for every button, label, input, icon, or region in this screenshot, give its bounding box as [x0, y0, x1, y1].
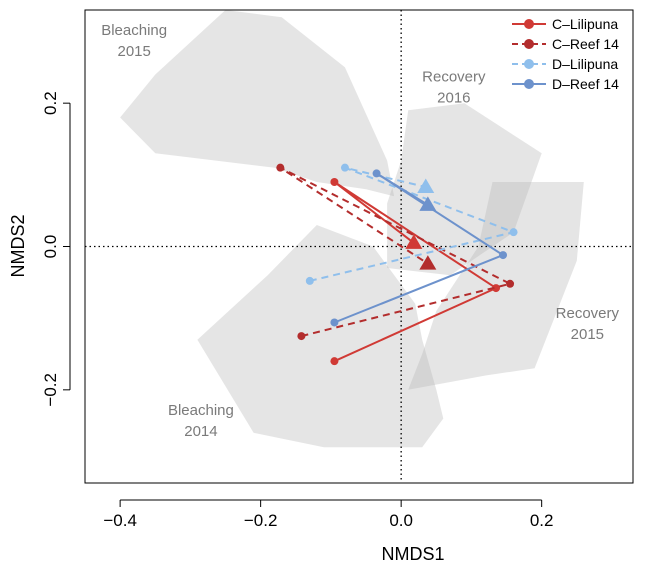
- series-point-c-lilipuna-0: [330, 357, 339, 366]
- y-tick-label-1: 0.0: [41, 235, 60, 259]
- regions-layer: Bleaching 2015 Recovery 2016 Recovery 2015 Ble…: [101, 10, 620, 448]
- x-axis: −0.4 −0.2 0.0 0.2: [103, 499, 554, 530]
- reference-lines: [85, 10, 633, 483]
- series-point-c-reef-14-0: [297, 332, 306, 341]
- series-point-c-lilipuna-2: [330, 178, 339, 186]
- series-point-d-lilipuna-2: [340, 163, 349, 172]
- series-point-d-reef-14-1: [499, 251, 508, 260]
- region-label-0-line-0: Bleaching: [101, 22, 167, 39]
- region-hull-1: [387, 103, 542, 276]
- legend-label-d-reef-14: D–Reef 14: [552, 76, 619, 92]
- region-label-3-line-0: Bleaching: [168, 402, 234, 419]
- legend-marker-d-lilipuna: [524, 59, 534, 69]
- region-label-2-line-1: 2015: [571, 326, 604, 343]
- y-axis: −0.2 0.0 0.2: [41, 91, 71, 407]
- legend-marker-c-lilipuna: [524, 19, 534, 29]
- y-tick-label-2: 0.2: [41, 91, 60, 115]
- series-point-d-reef-14-2: [372, 169, 381, 178]
- region-hull-0: [120, 10, 395, 197]
- series-point-d-lilipuna-1: [509, 228, 518, 237]
- series-point-c-lilipuna-1: [492, 284, 500, 293]
- y-tick-label-0: −0.2: [41, 373, 60, 407]
- region-label-2-line-0: Recovery: [556, 305, 620, 322]
- series-point-c-reef-14-1: [506, 279, 515, 288]
- x-tick-label-2: 0.0: [389, 511, 413, 530]
- x-axis-title: NMDS1: [381, 544, 444, 564]
- x-tick-label-3: 0.2: [530, 511, 554, 530]
- plot-frame: [84, 9, 634, 484]
- series-endpoint-c-lilipuna: [405, 234, 423, 249]
- series-line-d-reef-14: [334, 172, 504, 324]
- region-hull-3: [197, 225, 444, 448]
- region-label-1-line-0: Recovery: [422, 69, 486, 86]
- legend-marker-c-reef-14: [524, 39, 534, 49]
- legend-marker-d-reef-14: [524, 79, 534, 89]
- region-label-1-line-1: 2016: [437, 90, 470, 107]
- series-point-d-lilipuna-0: [305, 276, 314, 285]
- region-label-0-line-1: 2015: [117, 43, 150, 60]
- series-point-d-reef-14-0: [330, 318, 339, 327]
- region-label-3-line-1: 2014: [184, 423, 217, 440]
- series-line-c-lilipuna: [333, 181, 497, 363]
- legend: C–Lilipuna C–Reef 14 D–Lilipuna D–Reef 14: [512, 16, 619, 92]
- series-endpoint-d-reef-14: [419, 196, 437, 211]
- x-tick-label-0: −0.4: [103, 511, 137, 530]
- series-point-c-reef-14-2: [276, 163, 285, 172]
- series-layer: [276, 163, 518, 366]
- legend-label-c-reef-14: C–Reef 14: [552, 36, 619, 52]
- series-endpoint-d-lilipuna: [417, 178, 435, 193]
- legend-label-c-lilipuna: C–Lilipuna: [552, 16, 618, 32]
- series-endpoint-c-reef-14: [419, 255, 437, 270]
- legend-label-d-lilipuna: D–Lilipuna: [552, 56, 618, 72]
- y-axis-title: NMDS2: [8, 214, 28, 277]
- x-tick-label-1: −0.2: [244, 511, 278, 530]
